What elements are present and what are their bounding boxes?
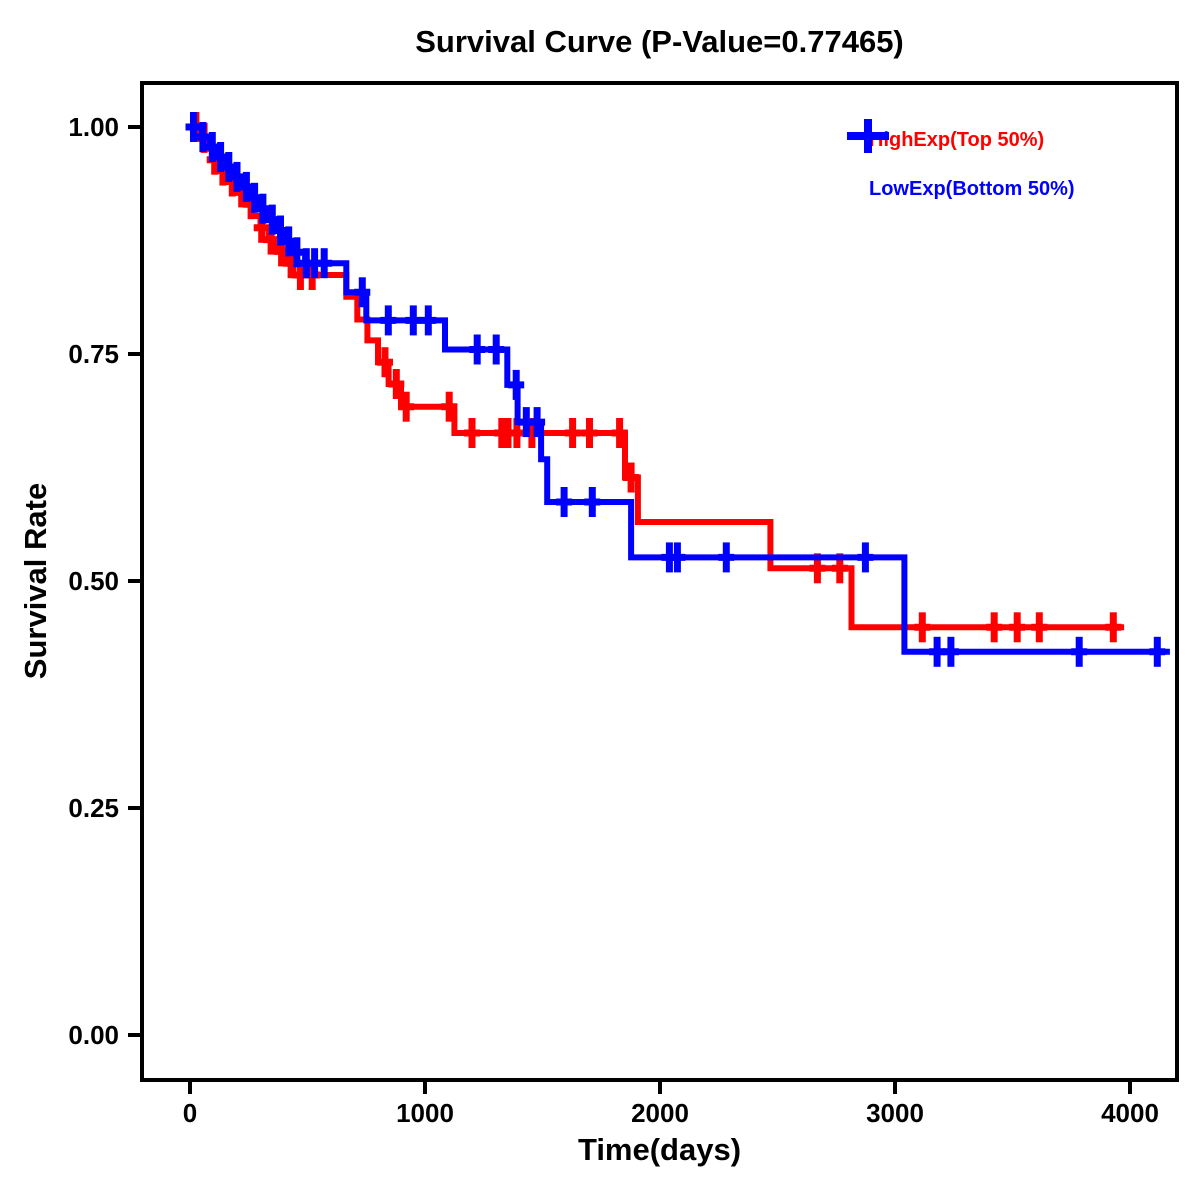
y-tick-label: 0.50 — [68, 566, 119, 596]
legend: HighExp(Top 50%) LowExp(Bottom 50%) — [845, 116, 1075, 214]
x-axis-title: Time(days) — [577, 1132, 742, 1167]
plot-panel-border — [140, 81, 1179, 1082]
x-tick-label: 0 — [183, 1098, 197, 1128]
y-tick-label: 0.75 — [68, 339, 119, 369]
x-tick-label: 4000 — [1101, 1098, 1159, 1128]
legend-label-lowexp: LowExp(Bottom 50%) — [869, 178, 1075, 200]
chart-title: Survival Curve (P-Value=0.77465) — [415, 24, 904, 59]
x-tick-label: 1000 — [396, 1098, 454, 1128]
plus-marker-icon — [847, 119, 889, 153]
legend-item-lowexp: LowExp(Bottom 50%) — [845, 119, 1075, 214]
y-tick-label: 0.25 — [68, 793, 119, 823]
y-tick-label: 0.00 — [68, 1020, 119, 1050]
x-tick-label: 2000 — [631, 1098, 689, 1128]
legend-label-highexp: HighExp(Top 50%) — [869, 129, 1045, 151]
x-tick-label: 3000 — [866, 1098, 924, 1128]
y-tick-label: 1.00 — [68, 112, 119, 142]
censor-marks-lowexp — [185, 112, 1166, 667]
